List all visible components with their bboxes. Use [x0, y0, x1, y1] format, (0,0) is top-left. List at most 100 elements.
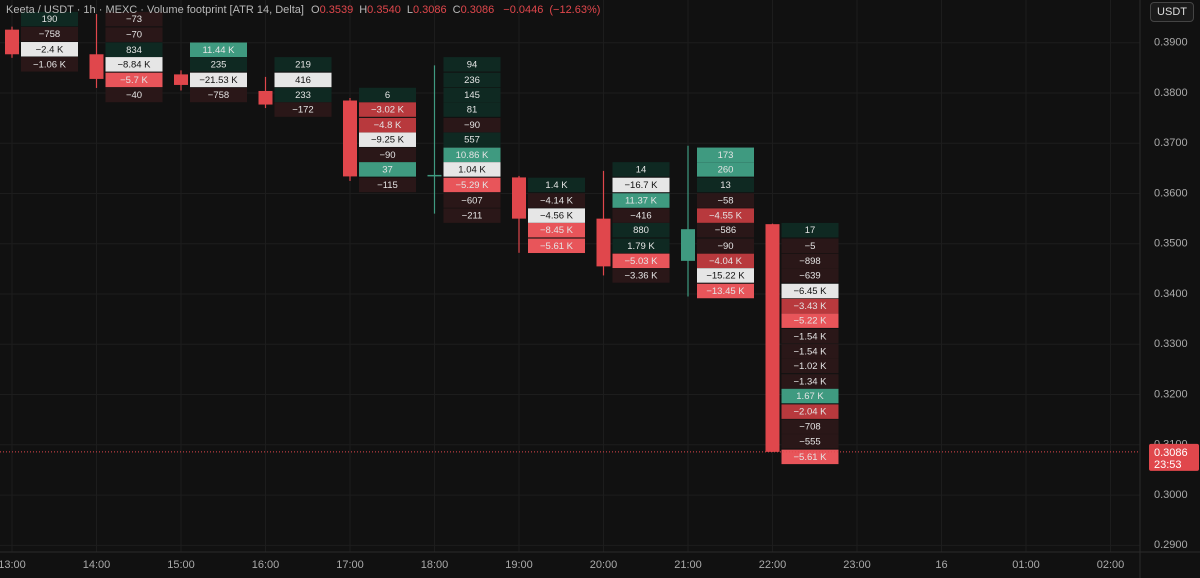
- footprint-cell: [359, 117, 416, 133]
- footprint-cell: [359, 147, 416, 163]
- delta-label: 11.44 K: [202, 45, 235, 56]
- delta-label: −758: [39, 29, 60, 40]
- delta-label: −15.22 K: [706, 270, 745, 281]
- delta-label: −758: [208, 90, 229, 101]
- delta-label: −4.55 K: [709, 211, 743, 222]
- footprint-cell: [781, 329, 839, 344]
- footprint-cell: [443, 177, 501, 193]
- delta-label: −5.03 K: [624, 256, 658, 267]
- delta-label: −639: [799, 270, 820, 281]
- x-tick-label: 15:00: [167, 559, 195, 571]
- footprint-cell: [105, 87, 163, 103]
- x-tick-label: 18:00: [421, 559, 449, 571]
- delta-label: −3.43 K: [793, 301, 827, 312]
- x-tick-label: 16:00: [252, 559, 280, 571]
- delta-label: 94: [467, 59, 478, 70]
- delta-label: −6.45 K: [793, 286, 827, 297]
- stat-key: H: [359, 4, 368, 16]
- footprint-cell: [105, 42, 163, 57]
- delta-label: −4.8 K: [374, 120, 402, 131]
- delta-label: −5.61 K: [793, 452, 827, 463]
- delta-label: 416: [295, 75, 311, 86]
- footprint-cell: [274, 57, 332, 72]
- delta-label: −4.04 K: [709, 256, 743, 267]
- stat-value: 0.3086: [460, 4, 495, 16]
- y-tick-label: 0.3300: [1154, 338, 1188, 350]
- delta-label: −5.29 K: [455, 180, 489, 191]
- delta-label: −5: [805, 241, 816, 252]
- stats: O0.3539 H0.3540 L0.3086 C0.3086: [307, 4, 500, 16]
- footprint-cell: [697, 253, 754, 269]
- delta-label: −3.02 K: [371, 105, 405, 116]
- delta-label: −172: [292, 105, 313, 116]
- delta-label: −607: [461, 196, 482, 207]
- footprint-cell: [443, 147, 501, 163]
- delta-label: −70: [126, 30, 142, 41]
- delta-label: −16.7 K: [624, 180, 658, 191]
- x-tick-label: 22:00: [759, 559, 787, 571]
- delta-label: −90: [464, 120, 480, 131]
- delta-label: −90: [717, 241, 733, 252]
- footprint-cell: [359, 132, 416, 147]
- footprint-cell: [443, 72, 501, 88]
- change: −0.0446: [503, 4, 544, 16]
- delta-label: −555: [799, 436, 820, 447]
- x-tick-label: 01:00: [1012, 559, 1040, 571]
- delta-label: 1.67 K: [796, 391, 824, 402]
- footprint-cell: [105, 11, 163, 27]
- stat-value: 0.3539: [319, 4, 354, 16]
- delta-label: −5.7 K: [120, 75, 148, 86]
- footprint-cell: [697, 268, 754, 283]
- delta-label: 11.37 K: [625, 196, 658, 207]
- delta-label: 880: [633, 225, 649, 236]
- footprint-cell: [528, 177, 585, 193]
- delta-label: −13.45 K: [706, 286, 745, 297]
- delta-label: 10.86 K: [456, 150, 489, 161]
- footprint-cell: [528, 193, 585, 208]
- footprint-cell: [612, 162, 670, 177]
- delta-label: 260: [718, 164, 734, 175]
- delta-label: 13: [720, 180, 731, 191]
- footprint-cell: [190, 57, 247, 72]
- footprint-cell: [781, 404, 839, 419]
- delta-label: 173: [718, 150, 734, 161]
- delta-label: −1.02 K: [793, 361, 827, 372]
- delta-label: −211: [462, 211, 483, 222]
- footprint-cell: [443, 193, 501, 208]
- delta-label: 190: [42, 14, 58, 25]
- y-tick-label: 0.3600: [1154, 187, 1188, 199]
- delta-label: −1.54 K: [793, 346, 827, 357]
- footprint-cell: [105, 27, 163, 42]
- x-tick-label: 23:00: [843, 559, 871, 571]
- delta-label: 1.79 K: [627, 241, 655, 252]
- footprint-cell: [612, 193, 670, 208]
- delta-label: −90: [379, 150, 395, 161]
- footprint-cell: [274, 87, 332, 103]
- delta-label: −586: [715, 225, 736, 236]
- footprint-cell: [528, 208, 585, 223]
- footprint-cell: [274, 102, 332, 117]
- header: Keeta / USDT · 1h · MEXC · Volume footpr…: [6, 4, 606, 16]
- delta-label: 17: [805, 225, 816, 236]
- x-tick-label: 16: [935, 559, 947, 571]
- footprint-cell: [274, 72, 332, 88]
- delta-label: −3.36 K: [624, 270, 658, 281]
- candle-body: [427, 174, 442, 177]
- x-tick-label: 17:00: [336, 559, 364, 571]
- footprint-cell: [781, 283, 839, 299]
- delta-label: 14: [636, 164, 647, 175]
- stat-value: 0.3086: [412, 4, 447, 16]
- footprint-cell: [697, 147, 754, 163]
- last-price-label: 0.3086: [1154, 447, 1188, 459]
- delta-label: 233: [295, 90, 311, 101]
- x-tick-label: 21:00: [674, 559, 702, 571]
- y-tick-label: 0.3000: [1154, 489, 1188, 501]
- delta-label: −115: [377, 180, 398, 191]
- currency-button[interactable]: USDT: [1150, 2, 1194, 22]
- title: Keeta / USDT · 1h · MEXC · Volume footpr…: [6, 4, 304, 16]
- delta-label: −21.53 K: [199, 75, 238, 86]
- delta-label: −4.56 K: [540, 211, 574, 222]
- y-tick-label: 0.2900: [1154, 539, 1188, 551]
- footprint-cell: [781, 374, 839, 389]
